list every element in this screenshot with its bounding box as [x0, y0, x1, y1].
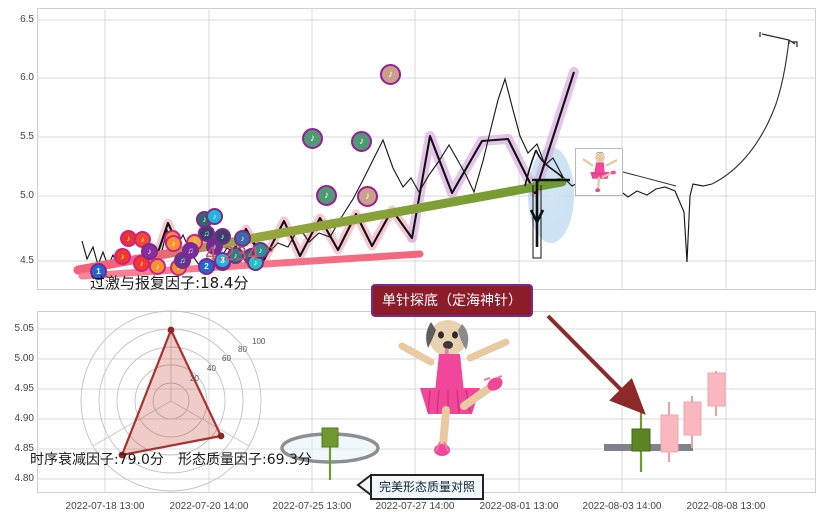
xtick: 2022-07-25 13:00: [272, 501, 352, 512]
pattern-marker-label: ♪: [202, 214, 207, 224]
factor-score-main: 过激与报复因子:18.4分: [90, 274, 249, 292]
sub-ytick: 4.95: [14, 383, 34, 394]
pattern-marker-label: 1: [96, 266, 101, 276]
projection-curve: [711, 39, 790, 185]
radar-tick: 100: [252, 337, 266, 346]
radar-polygon: [120, 327, 223, 457]
pattern-marker-label: ♫: [203, 228, 210, 238]
projection-end-bracket: [759, 32, 798, 47]
pattern-marker-label: 3: [220, 255, 225, 265]
pattern-marker-label: ♪: [359, 135, 364, 147]
main-ytick: 5.0: [20, 190, 34, 201]
xtick: 2022-07-20 14:00: [169, 501, 249, 512]
pattern-marker[interactable]: ♪: [252, 242, 269, 259]
pattern-marker-label: ♪: [212, 211, 217, 221]
pattern-marker-label: ♫: [187, 245, 194, 255]
main-ytick: 6.5: [20, 14, 34, 25]
pattern-marker[interactable]: 3: [214, 252, 231, 269]
pattern-marker-label: ♪: [155, 261, 160, 271]
pattern-marker[interactable]: ♪: [234, 230, 251, 247]
pattern-marker[interactable]: ♫: [182, 242, 199, 259]
needle-hook-2: [524, 149, 537, 187]
sub-ytick: 5.05: [14, 323, 34, 334]
thumb-connector: [622, 171, 677, 187]
xtick: 2022-08-08 13:00: [686, 501, 766, 512]
radar-chart-graphics: [80, 310, 262, 492]
pattern-marker-label: ♪: [140, 234, 145, 244]
callout-needle-probe[interactable]: 单针探底（定海神针）: [371, 284, 533, 317]
radar-tick: 80: [238, 345, 247, 354]
xtick: 2022-07-18 13:00: [65, 501, 145, 512]
pattern-marker[interactable]: ♪: [149, 258, 166, 275]
pattern-marker-label: ♪: [324, 189, 329, 201]
pattern-marker-label: ♪: [258, 245, 263, 255]
pattern-marker-label: ♪: [233, 250, 238, 260]
pattern-marker[interactable]: ♪: [214, 228, 231, 245]
pattern-marker[interactable]: ♪: [380, 64, 401, 85]
xtick: 2022-08-01 13:00: [479, 501, 559, 512]
ballerina-thumbnail-glyph: [582, 151, 618, 193]
needle-outline: [532, 185, 542, 259]
pattern-marker-label: ♪: [126, 233, 131, 243]
pattern-marker[interactable]: ♪: [165, 235, 182, 252]
pattern-marker-label: ♪: [310, 132, 315, 144]
pattern-marker-label: ♫: [179, 255, 186, 265]
factor-score-quality: 形态质量因子:69.3分: [178, 452, 312, 468]
needle-hook: [535, 149, 564, 179]
pattern-marker-label: ♪: [388, 68, 393, 80]
projection-end-tick: [761, 33, 796, 45]
xtick: 2022-08-03 14:00: [582, 501, 662, 512]
pattern-marker[interactable]: ♪: [141, 243, 158, 260]
radar-tick: 60: [222, 354, 231, 363]
sub-ytick: 5.00: [14, 353, 34, 364]
dog-ballerina-mascot-icon: [398, 318, 516, 470]
main-ytick: 6.0: [20, 72, 34, 83]
pattern-marker[interactable]: ♪: [206, 208, 223, 225]
angle-annotation: 4.234 °: [205, 243, 275, 265]
pattern-marker[interactable]: 1: [90, 263, 107, 280]
pattern-marker-label: ♪: [220, 231, 225, 241]
pattern-marker-label: 2: [204, 261, 209, 271]
trend-line: [73, 177, 567, 275]
callout-quality-reference[interactable]: 完美形态质量对照: [370, 474, 485, 500]
arrow-down-right-icon: [546, 314, 646, 415]
pattern-marker[interactable]: ♪: [114, 248, 131, 265]
pattern-marker[interactable]: ♪: [357, 186, 378, 207]
pattern-marker-label: ♪: [240, 233, 245, 243]
pattern-marker-label: ♪: [253, 257, 258, 267]
factor-score-decay: 时序衰减因子:79.0分: [30, 452, 164, 468]
pattern-marker[interactable]: ♪: [316, 185, 337, 206]
sub-ytick: 4.80: [14, 473, 34, 484]
sub-ytick: 4.85: [14, 443, 34, 454]
radar-tick: 20: [190, 374, 199, 383]
main-ytick: 5.5: [20, 131, 34, 142]
xtick: 2022-07-27 14:00: [375, 501, 455, 512]
pattern-marker-label: ♪: [147, 246, 152, 256]
reference-candle: [321, 427, 339, 480]
pattern-marker-label: ♪: [171, 238, 176, 248]
pattern-marker[interactable]: ♪: [351, 131, 372, 152]
pattern-marker-label: ♪: [120, 251, 125, 261]
pattern-marker-label: ♪: [212, 241, 217, 251]
pattern-marker[interactable]: ♫: [198, 225, 215, 242]
needle-candles: [604, 371, 726, 472]
pattern-marker-label: ♪: [365, 190, 370, 202]
radar-tick: 40: [207, 364, 216, 373]
mascot-glyph: [398, 320, 510, 456]
pattern-marker-label: ♪: [139, 258, 144, 268]
sub-ytick: 4.90: [14, 413, 34, 424]
pattern-marker[interactable]: ♪: [302, 128, 323, 149]
ballerina-thumbnail-icon[interactable]: [575, 148, 623, 196]
main-ytick: 4.5: [20, 255, 34, 266]
